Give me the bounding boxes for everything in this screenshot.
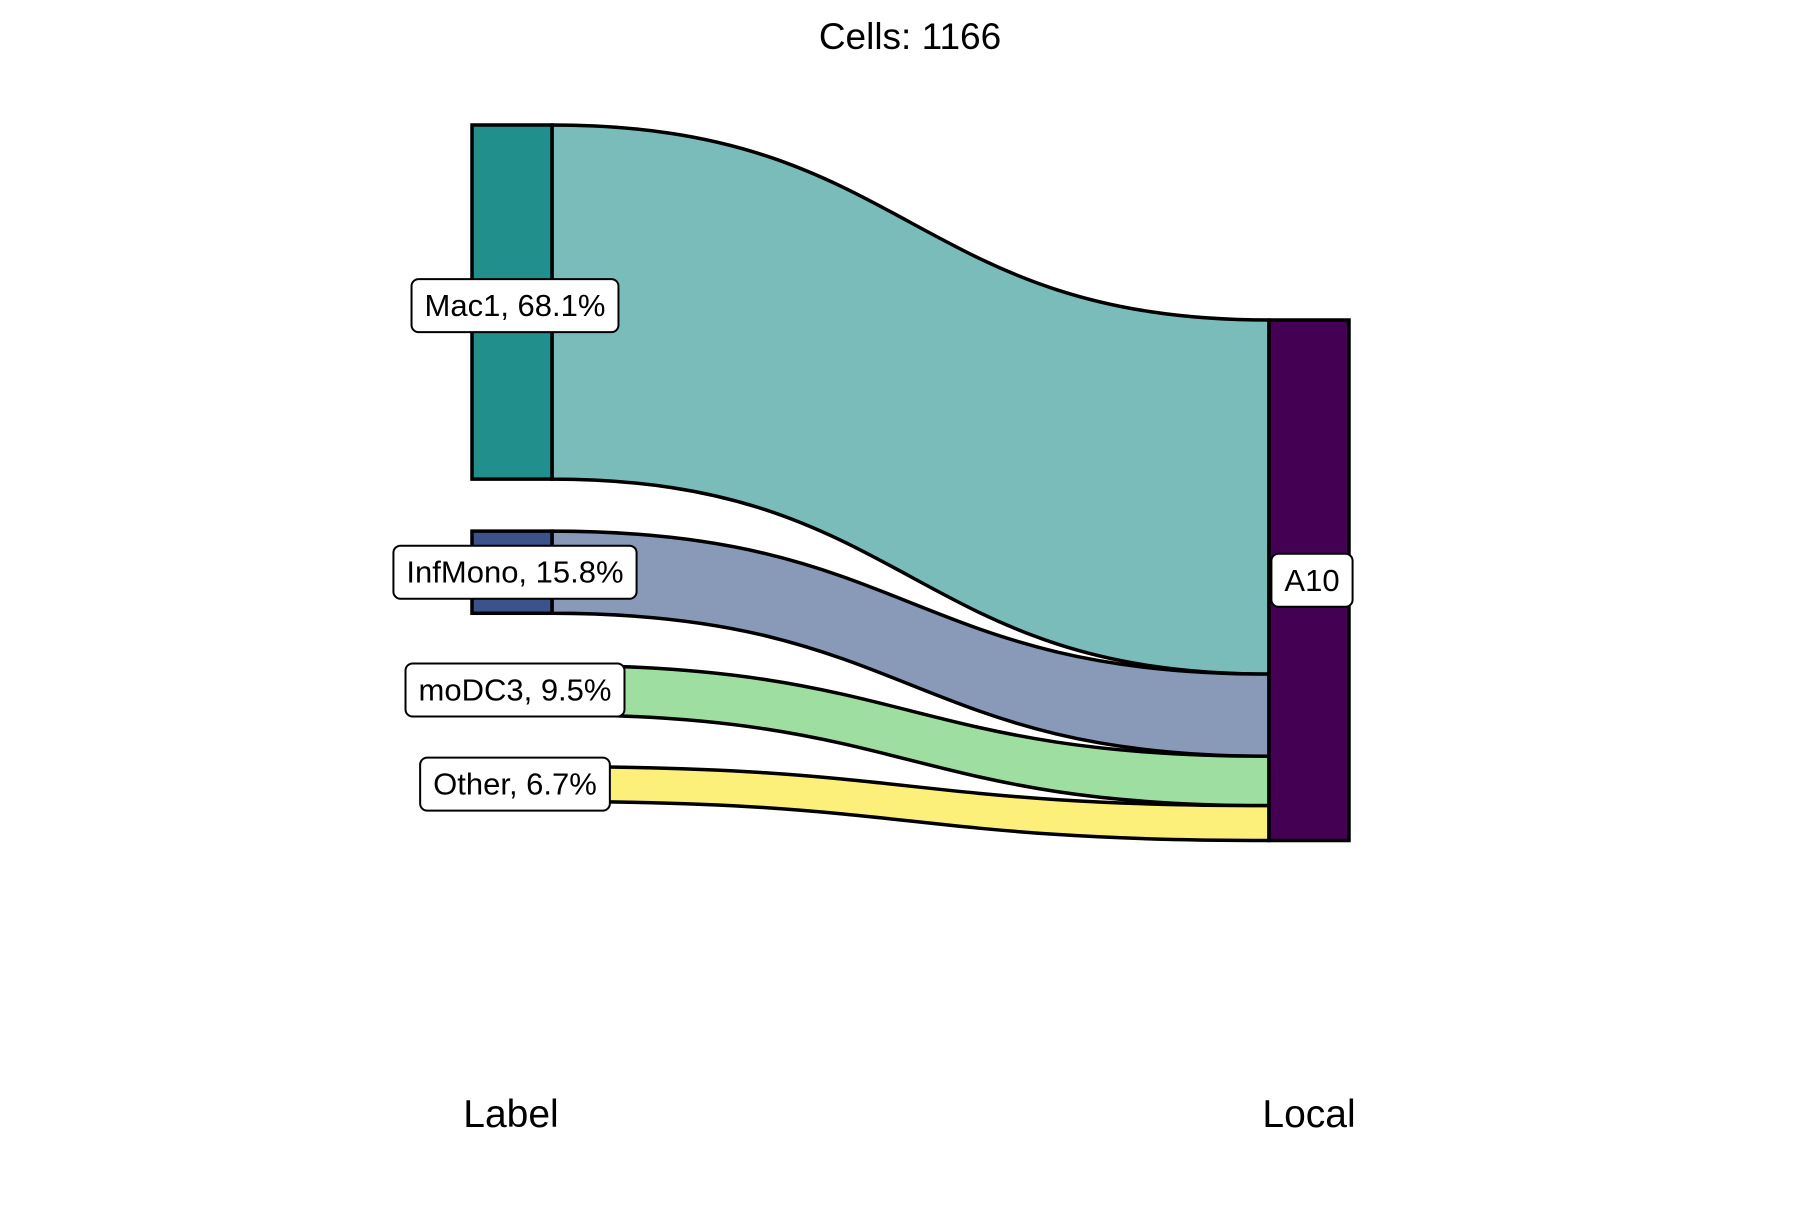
flows-layer: [550, 123, 1271, 843]
axis-label-label: Label: [463, 1093, 558, 1136]
label-mac1-box: [410, 278, 620, 334]
label-other-text: Other, 6.7%: [433, 767, 597, 802]
axis-label-local: Local: [1262, 1093, 1355, 1136]
label-a10-text: A10: [1284, 563, 1339, 598]
label-modc3: moDC3, 9.5%: [404, 662, 626, 718]
label-modc3-text: moDC3, 9.5%: [419, 672, 612, 707]
label-a10: A10: [1270, 552, 1354, 608]
label-other-box: [419, 756, 611, 812]
label-modc3-box: [404, 662, 626, 718]
label-infmono: InfMono, 15.8%: [392, 544, 638, 600]
label-a10-box: [1270, 552, 1354, 608]
label-infmono-box: [392, 544, 638, 600]
labels-layer: Mac1, 68.1% InfMono, 15.8% moDC3, 9.5% Othe…: [392, 278, 1354, 812]
label-mac1: Mac1, 68.1%: [410, 278, 620, 334]
label-mac1-text: Mac1, 68.1%: [425, 288, 606, 323]
label-infmono-text: InfMono, 15.8%: [406, 555, 623, 590]
chart-title: Cells: 1166: [819, 16, 1001, 57]
label-other: Other, 6.7%: [419, 756, 611, 812]
